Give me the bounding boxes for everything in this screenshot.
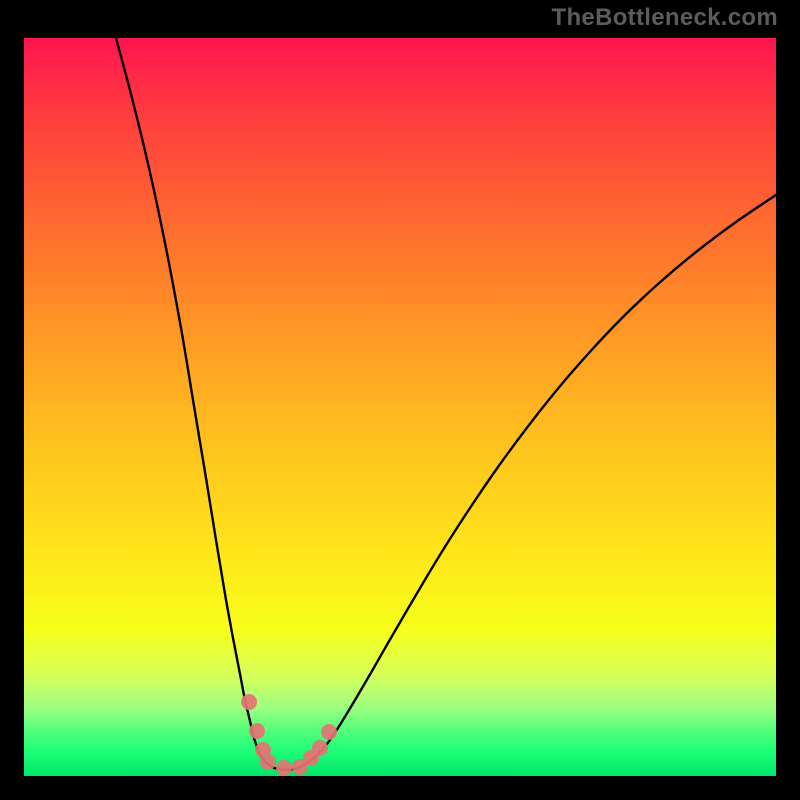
chart-curves bbox=[24, 38, 776, 776]
left-curve bbox=[116, 38, 286, 770]
marker-dot bbox=[312, 740, 328, 756]
right-curve bbox=[286, 195, 776, 770]
marker-dot bbox=[260, 754, 276, 770]
marker-dot bbox=[241, 694, 257, 710]
marker-dot bbox=[249, 723, 265, 739]
plot-area bbox=[24, 38, 776, 776]
valley-markers bbox=[241, 694, 337, 776]
watermark-text: TheBottleneck.com bbox=[552, 4, 778, 32]
marker-dot bbox=[276, 760, 292, 776]
marker-dot bbox=[321, 724, 337, 740]
